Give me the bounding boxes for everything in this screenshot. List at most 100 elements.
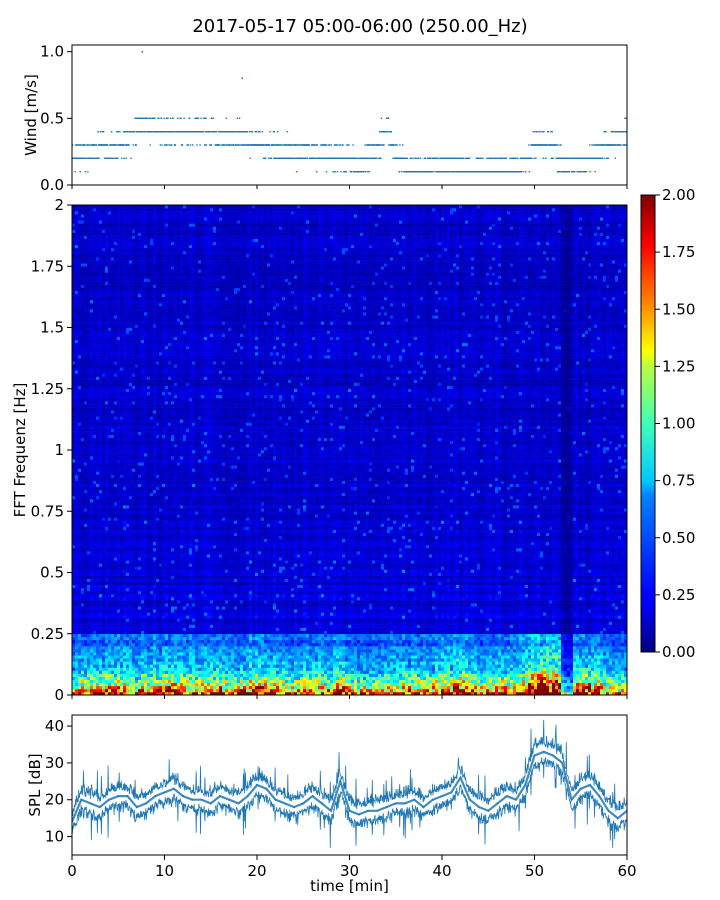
spectrogram-heatmap xyxy=(72,205,628,696)
wind-point xyxy=(449,171,452,173)
spectrogram-cell xyxy=(78,587,82,592)
spectrogram-cell xyxy=(78,348,82,353)
spectrogram-cell xyxy=(126,639,130,644)
spectrogram-cell xyxy=(93,682,97,687)
spectrogram-cell xyxy=(96,358,100,362)
wind-point xyxy=(199,144,201,146)
wind-point xyxy=(564,157,566,159)
spectrogram-cell xyxy=(102,330,106,334)
spectrogram-cell xyxy=(105,462,109,466)
spectrogram-cell xyxy=(72,495,76,500)
wind-point xyxy=(89,144,91,146)
spectrogram-cell xyxy=(87,394,91,399)
wind-point xyxy=(275,157,277,159)
spectrogram-cell xyxy=(111,223,115,227)
spectrogram-cell xyxy=(93,612,97,616)
wind-point xyxy=(97,144,100,146)
spectrogram-cell xyxy=(84,404,88,408)
spectrogram-cell xyxy=(123,618,127,622)
spectrogram-cell xyxy=(81,205,85,209)
spectrogram-cell xyxy=(96,208,100,212)
spectrogram-cell xyxy=(87,361,91,365)
spectrogram-cell xyxy=(75,685,79,690)
spectrogram-cell xyxy=(78,244,82,249)
spectrogram-cell xyxy=(90,266,94,270)
wind-point xyxy=(459,157,461,159)
spectrogram-cell xyxy=(126,413,130,417)
spectrogram-cell xyxy=(126,428,130,432)
spectrogram-cell xyxy=(108,492,112,497)
spectrogram-cell xyxy=(105,205,109,209)
spectrogram-cell xyxy=(117,453,121,457)
spectrogram-cell xyxy=(81,367,85,371)
spectrogram-cell xyxy=(111,673,115,677)
spectrogram-cell xyxy=(102,603,106,607)
spectrogram-cell xyxy=(93,667,97,671)
spectrogram-cell xyxy=(96,330,100,334)
spectrogram-cell xyxy=(105,600,109,604)
spectrogram-cell xyxy=(129,593,133,598)
spectrogram-cell xyxy=(120,223,124,227)
spectrogram-cell xyxy=(87,388,91,393)
wind-point xyxy=(95,144,98,146)
spectrogram-cell xyxy=(93,554,97,558)
spectrogram-cell xyxy=(129,667,133,671)
spectrogram-cell xyxy=(102,238,106,243)
spectrogram-cell xyxy=(123,440,127,445)
spectrogram-cell xyxy=(84,658,88,662)
spectrogram-cell xyxy=(105,287,109,292)
spectrogram-cell xyxy=(120,544,124,549)
spectrogram-cell xyxy=(81,299,85,304)
spectrogram-cell xyxy=(93,621,97,625)
spectrogram-cell xyxy=(108,422,112,426)
spectrogram-cell xyxy=(75,499,79,503)
spectrogram-cell xyxy=(111,639,115,644)
spectrogram-cell xyxy=(72,443,76,448)
spectrogram-cell xyxy=(102,520,106,524)
spectrogram-cell xyxy=(72,526,76,530)
spectrogram-cell xyxy=(108,590,112,595)
spectrogram-cell xyxy=(96,670,100,674)
spectrogram-cell xyxy=(93,312,97,316)
spectrogram-cell xyxy=(72,434,76,439)
spectrogram-cell xyxy=(99,609,103,613)
spectrogram-cell xyxy=(99,345,103,350)
spectrogram-cell xyxy=(129,339,133,344)
spectrogram-cell xyxy=(75,471,79,475)
spectrogram-cell xyxy=(99,352,103,356)
spectrogram-cell xyxy=(78,535,82,540)
spectrogram-cell xyxy=(108,480,112,484)
spectrogram-cell xyxy=(126,352,130,356)
spectrogram-cell xyxy=(114,529,118,533)
spectrogram-cell xyxy=(117,532,121,537)
wind-point xyxy=(296,144,298,146)
spectrogram-cell xyxy=(126,431,130,435)
spectrogram-cell xyxy=(90,241,94,246)
spectrogram-cell xyxy=(84,505,88,509)
spectrogram-cell xyxy=(117,450,121,454)
wind-point xyxy=(332,171,335,173)
spectrogram-cell xyxy=(111,499,115,503)
spectrogram-cell xyxy=(123,315,127,319)
spectrogram-cell xyxy=(102,615,106,619)
wind-point xyxy=(624,131,627,133)
spectrogram-cell xyxy=(75,296,79,301)
spectrogram-cell xyxy=(126,627,130,631)
spectrogram-cell xyxy=(75,535,79,540)
spectrogram-cell xyxy=(81,306,85,310)
spectrogram-cell xyxy=(75,462,79,466)
spectrogram-cell xyxy=(96,676,100,680)
wind-point xyxy=(556,157,558,159)
wind-point xyxy=(531,157,533,159)
spectrogram-cell xyxy=(84,232,88,236)
spectrogram-cell xyxy=(93,431,97,435)
spectrogram-cell xyxy=(78,333,82,337)
spectrogram-cell xyxy=(105,232,109,236)
spectrogram-cell xyxy=(108,523,112,527)
spectrogram-cell xyxy=(87,480,91,484)
wind-point xyxy=(379,157,381,159)
wind-point xyxy=(302,157,305,159)
spectrogram-cell xyxy=(105,489,109,494)
spectrogram-cell xyxy=(108,486,112,491)
wind-point xyxy=(512,171,515,173)
